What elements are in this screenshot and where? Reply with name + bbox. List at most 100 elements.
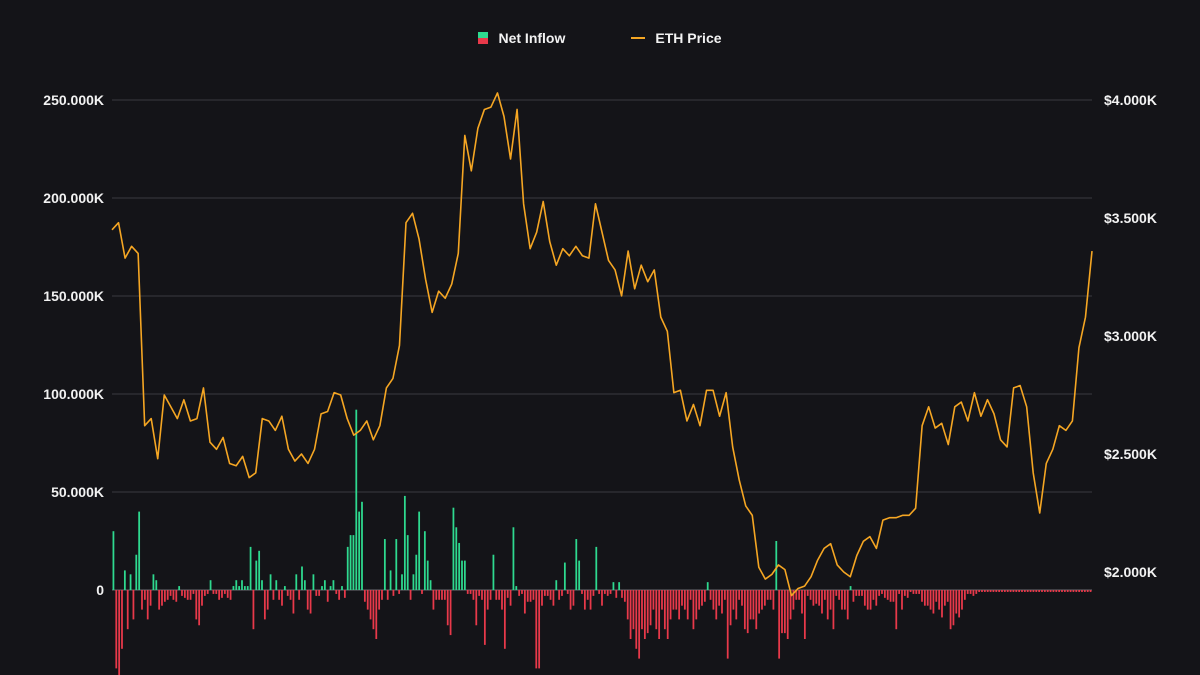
inflow-bar <box>903 590 906 596</box>
inflow-bar <box>203 590 206 596</box>
inflow-bar <box>623 590 626 602</box>
inflow-bar <box>186 590 189 600</box>
inflow-bar <box>635 590 638 649</box>
eth-price-swatch-icon <box>631 37 646 39</box>
inflow-bar <box>369 590 372 620</box>
inflow-bar <box>1058 590 1061 592</box>
inflow-bar <box>589 590 592 610</box>
inflow-bar <box>146 590 149 620</box>
inflow-bar <box>732 590 735 610</box>
inflow-bar <box>178 586 181 590</box>
inflow-bar <box>161 590 163 606</box>
inflow-bar <box>612 582 615 590</box>
inflow-bar <box>1001 590 1003 592</box>
inflow-bar <box>341 586 343 590</box>
inflow-bar <box>638 590 641 659</box>
inflow-bar <box>481 590 483 600</box>
inflow-bar <box>315 590 318 596</box>
inflow-bar <box>715 590 718 620</box>
inflow-bar <box>689 590 692 600</box>
inflow-bar <box>521 590 523 594</box>
inflow-bar <box>875 590 878 606</box>
inflow-bar <box>575 539 578 590</box>
inflow-bar <box>981 590 983 592</box>
inflow-bar <box>849 586 852 590</box>
inflow-bar <box>938 590 941 610</box>
inflow-bar <box>332 580 335 590</box>
inflow-bar <box>549 590 552 600</box>
inflow-bar <box>603 590 606 594</box>
inflow-bar <box>898 590 901 594</box>
inflow-bar <box>995 590 998 592</box>
inflow-bar <box>535 590 538 669</box>
inflow-bar <box>986 590 989 592</box>
inflow-bar <box>666 590 669 639</box>
legend-item-net-inflow[interactable]: Net Inflow <box>478 30 565 46</box>
inflow-bar <box>206 590 209 594</box>
inflow-bar <box>475 590 478 626</box>
inflow-bar <box>1055 590 1058 592</box>
inflow-bar <box>835 590 838 596</box>
inflow-bar <box>709 590 712 600</box>
inflow-bar <box>452 507 455 590</box>
inflow-bar <box>566 590 569 594</box>
inflow-bar <box>335 590 338 594</box>
inflow-bar <box>395 539 398 590</box>
inflow-bar <box>883 590 886 598</box>
inflow-bar <box>438 590 441 600</box>
inflow-bar <box>1003 590 1006 592</box>
inflow-bar <box>561 590 563 596</box>
inflow-bar <box>295 574 298 590</box>
net-inflow-swatch-icon <box>478 32 489 44</box>
inflow-bar <box>838 590 841 600</box>
inflow-bar <box>786 590 789 639</box>
inflow-bar <box>403 495 406 590</box>
inflow-bar <box>181 590 183 596</box>
inflow-bar <box>781 590 783 634</box>
inflow-bar <box>229 590 232 600</box>
inflow-bar <box>275 580 278 590</box>
y-left-tick-label: 50.000K <box>51 484 104 500</box>
inflow-bar <box>806 590 809 596</box>
inflow-bar <box>121 590 123 649</box>
inflow-bar <box>132 590 135 620</box>
inflow-bar <box>895 590 898 630</box>
inflow-bar <box>749 590 752 620</box>
inflow-bar <box>546 590 549 596</box>
inflow-bar <box>423 531 426 590</box>
inflow-bar <box>978 590 981 592</box>
inflow-bar <box>349 535 352 590</box>
inflow-bar <box>555 580 558 590</box>
inflow-bar <box>303 580 306 590</box>
legend-item-eth-price[interactable]: ETH Price <box>631 30 722 46</box>
inflow-bar <box>743 590 746 630</box>
inflow-bar <box>735 590 738 620</box>
inflow-bar <box>649 590 652 626</box>
inflow-bar <box>458 542 461 590</box>
inflow-bar <box>858 590 861 596</box>
inflow-bar <box>558 590 561 600</box>
inflow-bar <box>266 590 269 610</box>
inflow-bar <box>355 409 358 590</box>
inflow-bar <box>775 541 778 590</box>
inflow-bar <box>723 590 726 600</box>
inflow-bar <box>1012 590 1015 592</box>
inflow-bar <box>701 590 703 606</box>
inflow-bar <box>1075 590 1078 592</box>
inflow-bar <box>221 590 223 598</box>
inflow-bar <box>509 590 512 606</box>
inflow-bar <box>306 590 309 610</box>
inflow-bar <box>283 586 286 590</box>
inflow-bar <box>961 590 963 610</box>
inflow-bar <box>866 590 869 610</box>
inflow-bar <box>443 590 446 600</box>
y-left-tick-label: 100.000K <box>43 386 104 402</box>
y-right-tick-label: $2.500K <box>1104 446 1157 462</box>
inflow-bar <box>841 590 843 610</box>
inflow-bar <box>501 590 503 610</box>
inflow-bar <box>592 590 595 596</box>
inflow-bar <box>643 590 646 639</box>
inflow-bar <box>398 590 401 594</box>
inflow-bar <box>432 590 435 610</box>
